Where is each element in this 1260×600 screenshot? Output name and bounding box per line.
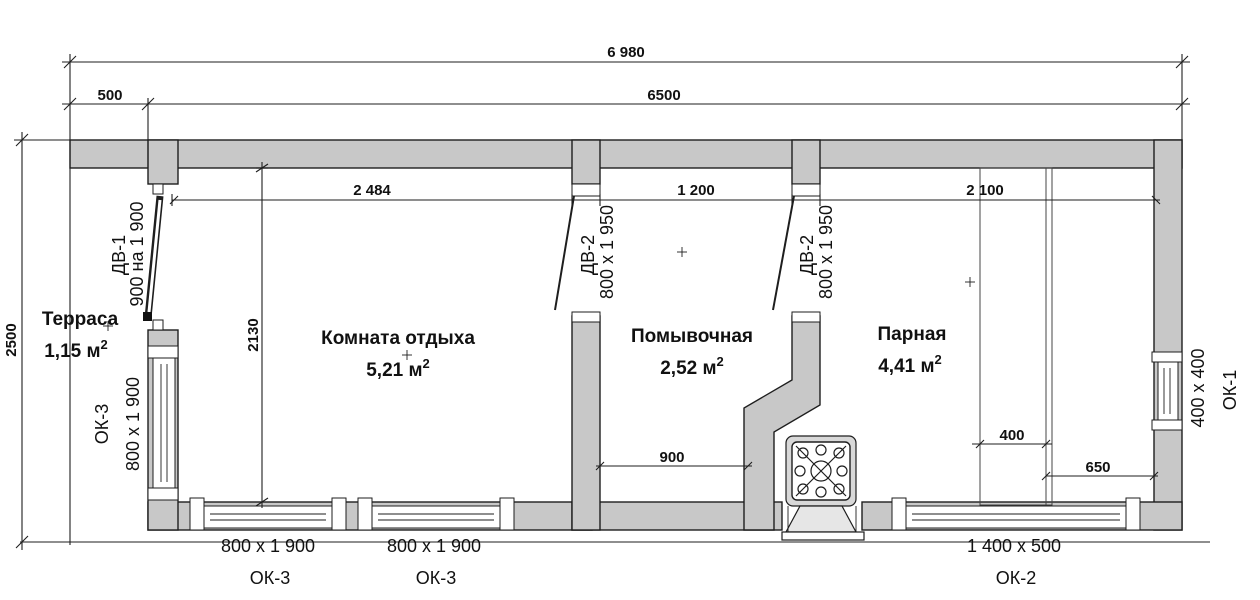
dim-house: 6500 — [647, 87, 680, 104]
window-size: 1 400 х 500 — [967, 536, 1061, 556]
top-wall — [69, 139, 1183, 169]
window-left — [147, 345, 179, 501]
door-steam-label: ДВ-2 800 х 1 950 — [797, 205, 836, 299]
dim-wash-partition: 900 — [659, 449, 684, 466]
dim-bench-upper: 400 — [999, 427, 1024, 444]
window-bottom-3 — [891, 497, 1141, 531]
door-entrance — [143, 183, 164, 331]
stove-icon — [781, 435, 865, 541]
benches — [979, 167, 1053, 506]
terrace-outline — [20, 140, 1210, 545]
window-bottom-2 — [357, 497, 515, 531]
right-wall — [1153, 139, 1183, 531]
window-code: ОК-3 — [416, 568, 457, 588]
door-steam — [772, 183, 821, 323]
room-terrace: Терраса 1,15 м2 — [42, 309, 119, 362]
window-code: ОК-1 — [1220, 370, 1240, 411]
doors — [143, 183, 821, 331]
partition-2-top — [791, 139, 821, 185]
dimension-lines — [14, 54, 1190, 550]
window-size: 800 х 1 900 — [387, 536, 481, 556]
room-area: 4,41 м2 — [878, 352, 942, 377]
window-code: ОК-3 — [250, 568, 291, 588]
door-wash — [554, 183, 601, 323]
door-size: 900 на 1 900 — [127, 201, 147, 306]
partition-1-bottom — [571, 315, 601, 531]
partition-1-top — [571, 139, 601, 185]
room-name: Парная — [878, 324, 947, 345]
door-code: ДВ-2 — [578, 235, 598, 275]
window-size: 400 х 400 — [1188, 348, 1208, 427]
window-bottom-1 — [189, 497, 347, 531]
door-size: 800 х 1 950 — [816, 205, 836, 299]
room-area: 2,52 м2 — [660, 354, 724, 379]
door-size: 800 х 1 950 — [597, 205, 617, 299]
dim-wash-width: 1 200 — [677, 182, 715, 199]
walls — [69, 139, 1183, 531]
door-code: ДВ-2 — [797, 235, 817, 275]
partition-2-chimney — [743, 315, 821, 531]
door-entrance-label: ДВ-1 900 на 1 900 — [109, 201, 147, 306]
window-left-label: ОК-3 800 х 1 900 — [92, 377, 143, 471]
dim-bench-lower: 650 — [1085, 459, 1110, 476]
dim-steam-width: 2 100 — [966, 182, 1004, 199]
dim-rest-depth: 2130 — [245, 318, 262, 351]
door-wash-label: ДВ-2 800 х 1 950 — [578, 205, 617, 299]
room-area: 5,21 м2 — [366, 356, 430, 381]
room-name: Комната отдыха — [321, 328, 475, 349]
window-right — [1151, 351, 1183, 431]
door-code: ДВ-1 — [109, 235, 129, 275]
room-name: Терраса — [42, 309, 119, 330]
window-bottom-1-label: 800 х 1 900 ОК-3 — [221, 536, 315, 588]
window-size: 800 х 1 900 — [123, 377, 143, 471]
room-area: 1,15 м2 — [44, 337, 108, 362]
window-bottom-2-label: 800 х 1 900 ОК-3 — [387, 536, 481, 588]
room-rest: Комната отдыха 5,21 м2 — [321, 328, 475, 381]
window-bottom-3-label: 1 400 х 500 ОК-2 — [967, 536, 1061, 588]
dim-rest-width: 2 484 — [353, 182, 391, 199]
dim-terrace: 500 — [97, 87, 122, 104]
left-wall-upper — [147, 139, 179, 185]
window-code: ОК-2 — [996, 568, 1037, 588]
dim-height: 2500 — [3, 323, 20, 356]
window-code: ОК-3 — [92, 404, 112, 445]
room-name: Помывочная — [631, 326, 753, 347]
windows — [147, 345, 1183, 531]
dim-overall: 6 980 — [607, 44, 645, 61]
room-steam: Парная 4,41 м2 — [878, 324, 947, 377]
window-right-label: 400 х 400 ОК-1 — [1188, 348, 1240, 427]
window-size: 800 х 1 900 — [221, 536, 315, 556]
room-wash: Помывочная 2,52 м2 — [631, 326, 753, 379]
